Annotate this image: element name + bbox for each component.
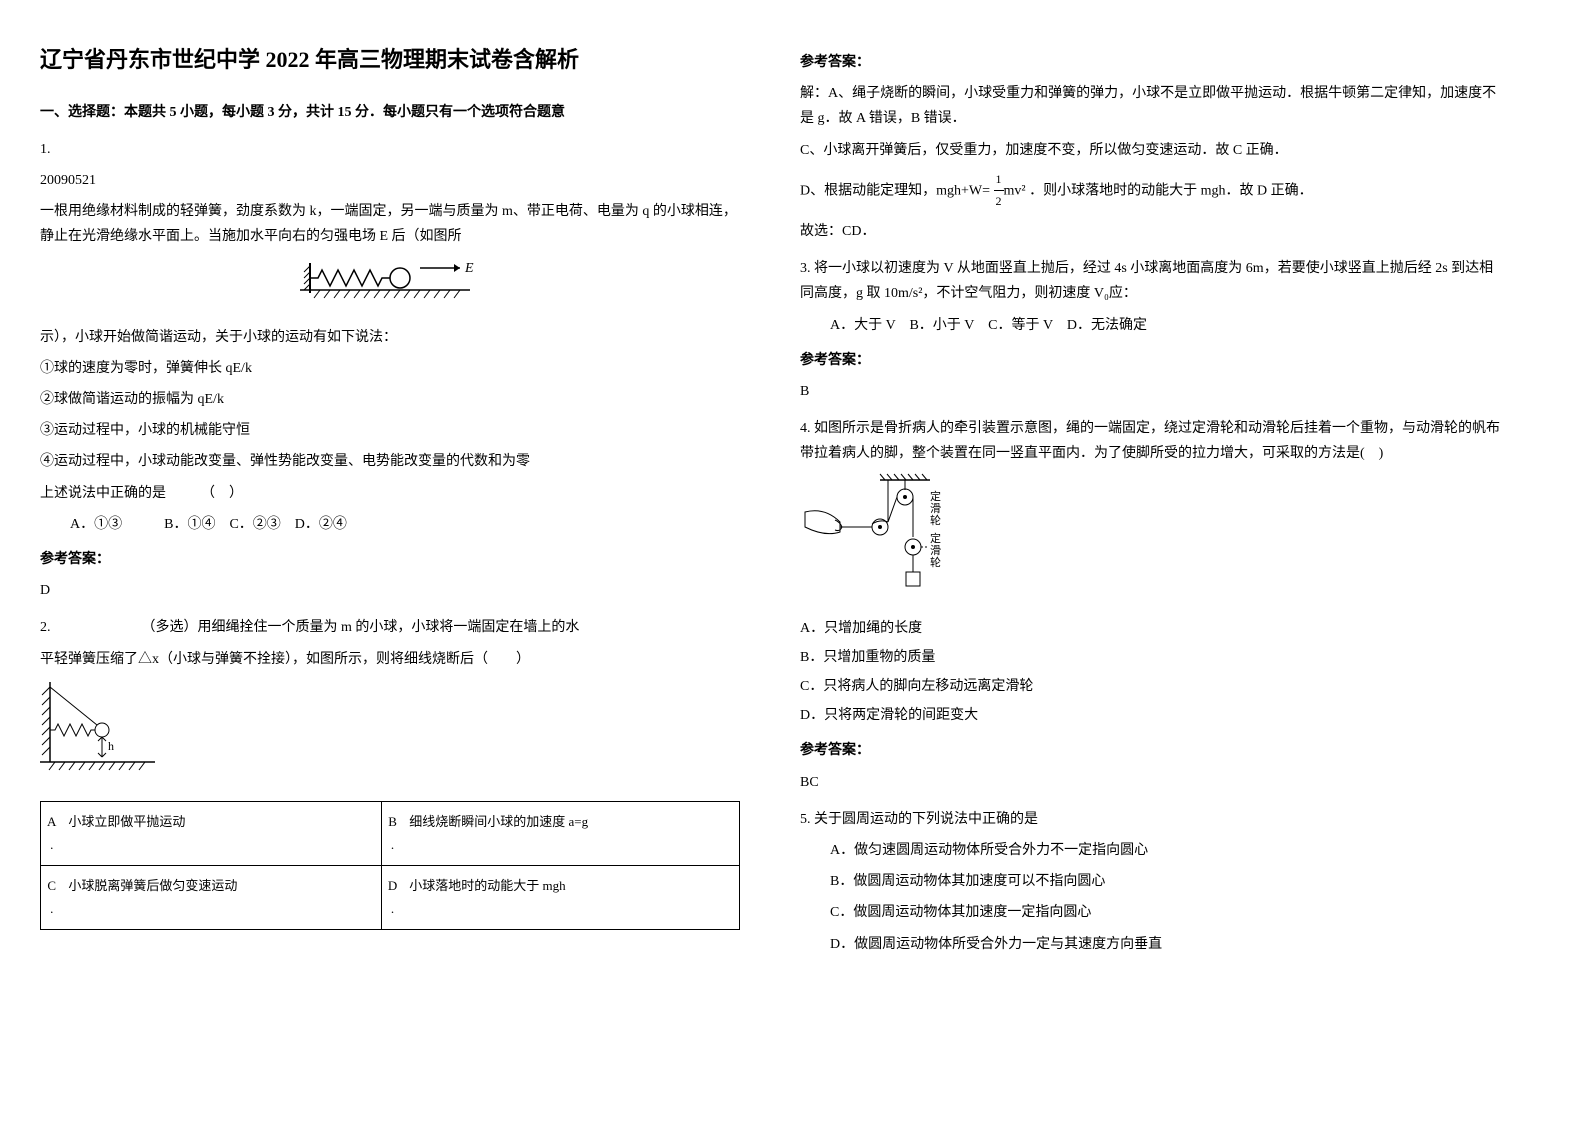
q2-opt-b-label: B. xyxy=(381,801,403,865)
q2-opt-d-text: 小球落地时的动能大于 mgh xyxy=(403,865,739,929)
q1-stmt1: ①球的速度为零时，弹簧伸长 qE/k xyxy=(40,356,740,381)
q1-prompt: 上述说法中正确的是 （ ） xyxy=(40,481,740,506)
q4-opt-a: A．只增加绳的长度 xyxy=(800,616,1500,641)
q2-expl3-post: ．则小球落地时的动能大于 mgh．故 D 正确． xyxy=(1029,183,1313,198)
q2-para1: 平轻弹簧压缩了△x（小球与弹簧不拴接），如图所示，则将细线烧断后（ ） xyxy=(40,647,740,672)
right-column: 参考答案： 解：A、绳子烧断的瞬间，小球受重力和弹簧的弹力，小球不是立即做平抛运… xyxy=(800,40,1500,963)
fixed-pulley-label-2: 定 xyxy=(930,531,941,545)
q2-opt-a-text: 小球立即做平抛运动 xyxy=(62,801,381,865)
fixed-pulley-label-1: 定 xyxy=(930,489,941,503)
q2-line1: 2. （多选）用细绳拴住一个质量为 m 的小球，小球将一端固定在墙上的水 xyxy=(40,615,740,640)
q3-answer-label: 参考答案： xyxy=(800,348,1500,373)
q2-opt-c-text: 小球脱离弹簧后做匀变速运动 xyxy=(62,865,381,929)
q3-choices: A．大于 V B．小于 V C．等于 V D．无法确定 xyxy=(830,313,1500,338)
q2-opt-a-label: A. xyxy=(41,801,63,865)
q2-expl3-pre: D、根据动能定理知，mgh+W= xyxy=(800,183,990,198)
q1-para2: 示），小球开始做简谐运动，关于小球的运动有如下说法： xyxy=(40,325,740,350)
fraction-icon: 12 xyxy=(994,169,1004,213)
q5-para1: 关于圆周运动的下列说法中正确的是 xyxy=(814,812,1038,827)
svg-text:滑: 滑 xyxy=(930,502,941,515)
q1-code: 20090521 xyxy=(40,168,740,193)
q1-answer: D xyxy=(40,578,740,603)
h-label: h xyxy=(108,739,114,753)
q1-stmt4: ④运动过程中，小球动能改变量、弹性势能改变量、电势能改变量的代数和为零 xyxy=(40,449,740,474)
q5-opt-d: D．做圆周运动物体所受合外力一定与其速度方向垂直 xyxy=(830,932,1500,957)
q5-number: 5. xyxy=(800,812,811,827)
q1-stmt2: ②球做简谐运动的振幅为 qE/k xyxy=(40,387,740,412)
q4-diagram: 定 滑 轮 定 滑 轮 xyxy=(800,472,1500,611)
q2-opt-c-label: C. xyxy=(41,865,63,929)
q2-expl1: 解：A、绳子烧断的瞬间，小球受重力和弹簧的弹力，小球不是立即做平抛运动．根据牛顿… xyxy=(800,81,1500,131)
svg-text:轮: 轮 xyxy=(930,555,941,569)
left-column: 辽宁省丹东市世纪中学 2022 年高三物理期末试卷含解析 一、选择题：本题共 5… xyxy=(40,40,740,963)
q4-number: 4. xyxy=(800,421,811,436)
q3-answer: B xyxy=(800,379,1500,404)
wall-spring-ball-icon: h xyxy=(40,682,160,782)
q1-choices: A．①③ B．①④ C．②③ D．②④ xyxy=(70,512,740,537)
q1-stmt3: ③运动过程中，小球的机械能守恒 xyxy=(40,418,740,443)
q2-answer-label: 参考答案： xyxy=(800,50,1500,75)
svg-text:滑: 滑 xyxy=(930,544,941,557)
q1-diagram: E xyxy=(40,258,740,317)
q2-intro: （多选）用细绳拴住一个质量为 m 的小球，小球将一端固定在墙上的水 xyxy=(142,620,580,635)
spring-field-icon: E xyxy=(300,258,480,308)
q2-expl3: D、根据动能定理知，mgh+W= 12mv² ．则小球落地时的动能大于 mgh．… xyxy=(800,169,1500,213)
q2-number: 2. xyxy=(40,620,51,635)
q4-opt-d: D．只将两定滑轮的间距变大 xyxy=(800,703,1500,728)
q5-opt-b: B．做圆周运动物体其加速度可以不指向圆心 xyxy=(830,869,1500,894)
q5-text: 5. 关于圆周运动的下列说法中正确的是 xyxy=(800,807,1500,832)
exam-title: 辽宁省丹东市世纪中学 2022 年高三物理期末试卷含解析 xyxy=(40,40,740,80)
q4-opt-c: C．只将病人的脚向左移动远离定滑轮 xyxy=(800,674,1500,699)
q2-diagram: h xyxy=(40,682,740,791)
pulley-system-icon: 定 滑 轮 定 滑 轮 xyxy=(800,472,960,602)
q4-opt-b: B．只增加重物的质量 xyxy=(800,645,1500,670)
q2-expl2: C、小球离开弹簧后，仅受重力，加速度不变，所以做匀变速运动．故 C 正确． xyxy=(800,138,1500,163)
q4-answer-label: 参考答案： xyxy=(800,738,1500,763)
q2-opt-d-label: D. xyxy=(381,865,403,929)
q2-expl4: 故选：CD． xyxy=(800,219,1500,244)
q4-text: 4. 如图所示是骨折病人的牵引装置示意图，绳的一端固定，绕过定滑轮和动滑轮后挂着… xyxy=(800,416,1500,466)
q2-options-table: A. 小球立即做平抛运动 B. 细线烧断瞬间小球的加速度 a=g C. 小球脱离… xyxy=(40,801,740,930)
q3-text: 3. 将一小球以初速度为 V 从地面竖直上抛后，经过 4s 小球离地面高度为 6… xyxy=(800,256,1500,306)
q5-opt-a: A．做匀速圆周运动物体所受合外力不一定指向圆心 xyxy=(830,838,1500,863)
q5-opt-c: C．做圆周运动物体其加速度一定指向圆心 xyxy=(830,900,1500,925)
q3-number: 3. xyxy=(800,261,811,276)
q1-para1: 一根用绝缘材料制成的轻弹簧，劲度系数为 k，一端固定，另一端与质量为 m、带正电… xyxy=(40,199,740,249)
q4-para1: 如图所示是骨折病人的牵引装置示意图，绳的一端固定，绕过定滑轮和动滑轮后挂着一个重… xyxy=(800,421,1500,461)
q4-answer: BC xyxy=(800,770,1500,795)
q3-para1: 将一小球以初速度为 V 从地面竖直上抛后，经过 4s 小球离地面高度为 6m，若… xyxy=(800,261,1493,301)
q2-opt-b-text: 细线烧断瞬间小球的加速度 a=g xyxy=(403,801,739,865)
q1-answer-label: 参考答案： xyxy=(40,547,740,572)
section-1-header: 一、选择题：本题共 5 小题，每小题 3 分，共计 15 分．每小题只有一个选项… xyxy=(40,100,740,125)
e-label: E xyxy=(464,261,474,276)
svg-text:轮: 轮 xyxy=(930,513,941,527)
q1-number: 1. xyxy=(40,137,740,162)
